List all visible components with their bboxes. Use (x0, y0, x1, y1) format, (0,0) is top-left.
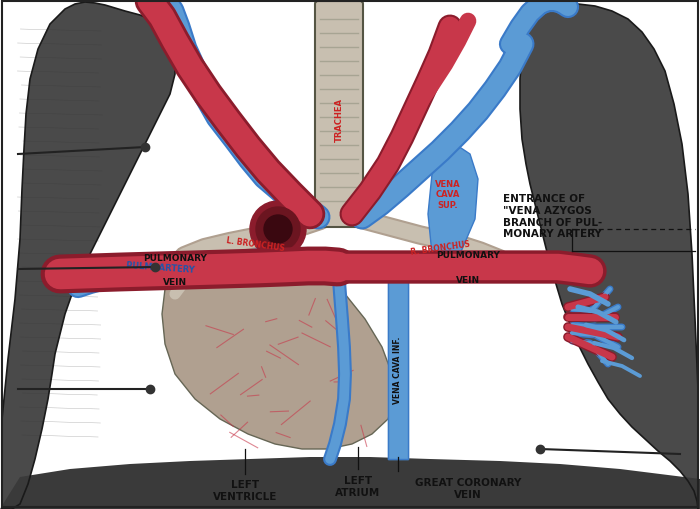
Text: VEIN: VEIN (456, 275, 480, 285)
Polygon shape (434, 158, 448, 279)
FancyBboxPatch shape (315, 2, 363, 228)
Text: LEFT
ATRIUM: LEFT ATRIUM (335, 475, 381, 497)
Text: TRACHEA: TRACHEA (335, 98, 344, 142)
Text: PULMONARY: PULMONARY (143, 253, 207, 263)
Circle shape (250, 202, 306, 258)
Text: L. BRONCHUS: L. BRONCHUS (225, 236, 285, 253)
Polygon shape (388, 267, 408, 459)
Text: VEIN: VEIN (163, 277, 187, 287)
Text: PULMONARY: PULMONARY (436, 250, 500, 260)
Polygon shape (428, 145, 478, 274)
Text: VENA
CAVA
SUP.: VENA CAVA SUP. (435, 180, 461, 210)
Text: LEFT
VENTRICLE: LEFT VENTRICLE (213, 479, 277, 501)
Polygon shape (2, 3, 175, 509)
Text: ENTRANCE OF
"VENA AZYGOS
BRANCH OF PUL-
MONARY ARTERY: ENTRANCE OF "VENA AZYGOS BRANCH OF PUL- … (503, 194, 602, 239)
Circle shape (264, 216, 292, 243)
Polygon shape (162, 262, 395, 449)
Text: GREAT CORONARY
VEIN: GREAT CORONARY VEIN (415, 477, 522, 499)
Polygon shape (0, 457, 700, 509)
Polygon shape (520, 5, 698, 509)
Circle shape (256, 208, 300, 251)
Text: VENA CAVA INF.: VENA CAVA INF. (393, 335, 402, 403)
Text: R. BRONCHUS: R. BRONCHUS (410, 239, 470, 256)
Text: PULM. ARTERY: PULM. ARTERY (125, 261, 195, 274)
